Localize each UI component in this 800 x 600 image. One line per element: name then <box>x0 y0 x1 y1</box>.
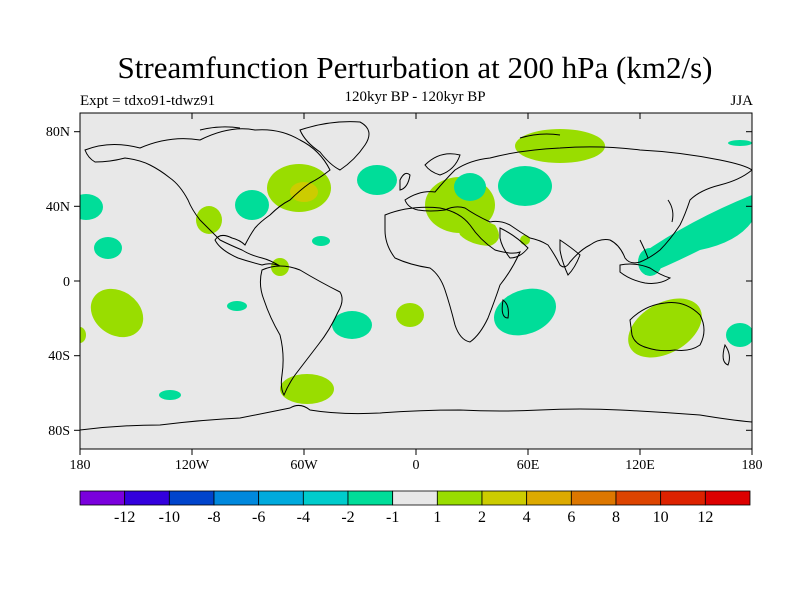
colorbar-label: -8 <box>207 509 220 526</box>
contour-central-asia <box>498 166 552 206</box>
contour-indian-ocean <box>494 288 556 336</box>
colorbar-label: -4 <box>297 509 310 526</box>
coastlines <box>80 121 752 431</box>
coast-antarctica <box>80 404 752 431</box>
contour-western-atlantic <box>235 190 269 220</box>
lon-tick-label: 120E <box>625 458 655 473</box>
lat-tick-label: 80S <box>48 424 70 439</box>
colorbar-label: 10 <box>653 509 669 526</box>
colorbar-swatch <box>392 490 438 506</box>
colorbar-swatch <box>347 490 394 506</box>
colorbar-swatch <box>302 490 349 506</box>
lat-axis <box>74 131 752 431</box>
map-subtitle: 120kyr BP - 120kyr BP <box>344 89 486 105</box>
lon-tick-label: 0 <box>413 458 420 473</box>
contour-north-atlantic <box>357 165 397 195</box>
coast-africa <box>384 206 521 343</box>
lon-axis <box>79 113 753 455</box>
colorbar-swatch <box>615 490 662 506</box>
coast-eurasia <box>404 146 752 268</box>
contour-australia <box>628 298 702 358</box>
experiment-label: Expt = tdxo91-tdwz91 <box>80 93 216 109</box>
contour-southern-ocean <box>280 374 334 404</box>
contour-pacific-south <box>90 288 144 338</box>
season-label: JJA <box>730 93 753 109</box>
colorbar-label: -10 <box>159 509 180 526</box>
lon-tick-label: 120W <box>175 458 210 473</box>
coast-greenland <box>299 121 370 171</box>
colorbar-swatch <box>570 490 617 506</box>
contour-fills <box>80 129 752 404</box>
lon-tick-label: 180 <box>70 458 91 473</box>
colorbar-label: 8 <box>612 509 620 526</box>
lat-tick-label: 40N <box>46 200 70 215</box>
colorbar-label: 4 <box>523 509 531 526</box>
coast-north-america <box>84 128 331 267</box>
colorbar-label: -2 <box>341 509 354 526</box>
colorbar-swatch <box>526 490 572 506</box>
colorbar-swatch <box>660 490 706 506</box>
coast-south-america <box>259 265 343 397</box>
contour-west-pacific-band <box>640 195 752 275</box>
colorbar-label: 2 <box>478 509 486 526</box>
colorbar-label: 12 <box>697 509 713 526</box>
lon-tick-label: 180 <box>742 458 763 473</box>
lat-tick-label: 0 <box>63 275 70 290</box>
contour-pacific-east <box>80 194 103 220</box>
colorbar-swatch <box>704 490 751 506</box>
colorbar-swatch <box>79 490 126 506</box>
lat-tick-label: 40S <box>48 349 70 364</box>
colorbar-swatch <box>436 490 483 506</box>
map-title: Streamfunction Perturbation at 200 hPa (… <box>117 50 713 85</box>
colorbar-label: -1 <box>386 509 399 526</box>
colorbar-swatch <box>481 490 528 506</box>
colorbar: -12 -10 -8 -6 -4 -2 -1 1 2 4 6 8 10 12 <box>79 490 751 526</box>
colorbar-label: -6 <box>252 509 265 526</box>
colorbar-label: -12 <box>114 509 135 526</box>
colorbar-swatch <box>213 490 260 506</box>
contour-mexico <box>196 206 222 234</box>
contour-south-atlantic <box>396 303 424 327</box>
colorbar-swatch <box>258 490 304 506</box>
lon-tick-label: 60W <box>290 458 318 473</box>
lon-tick-label: 60E <box>517 458 540 473</box>
coast-australia <box>629 302 705 352</box>
lat-tick-label: 80N <box>46 125 70 140</box>
colorbar-label: 1 <box>433 509 441 526</box>
colorbar-swatch <box>168 490 215 506</box>
colorbar-label: 6 <box>567 509 575 526</box>
contour-siberia-north <box>515 129 605 163</box>
colorbar-swatch <box>124 490 170 506</box>
map-background <box>80 113 752 449</box>
